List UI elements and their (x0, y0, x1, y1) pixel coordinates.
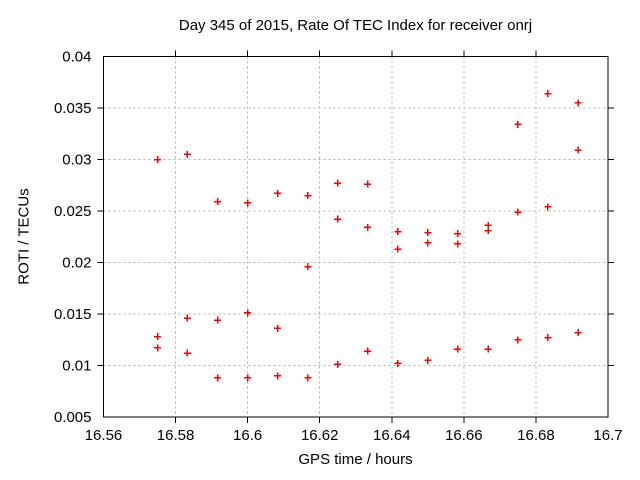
data-point-marker (544, 90, 552, 98)
y-tick-label: 0.025 (54, 203, 92, 220)
data-point-marker (394, 359, 402, 367)
data-point-marker (544, 334, 552, 342)
data-point-marker (154, 333, 162, 341)
data-point-marker (574, 329, 582, 337)
data-point-marker (274, 189, 282, 197)
y-tick-label: 0.03 (62, 152, 91, 169)
data-point-marker (274, 372, 282, 380)
y-tick-label: 0.04 (62, 49, 91, 66)
data-point-marker (484, 227, 492, 235)
data-point-marker (214, 198, 222, 206)
data-point-marker (424, 229, 432, 237)
data-point-marker (244, 374, 252, 382)
data-point-marker (183, 150, 191, 158)
data-point-marker (304, 192, 312, 200)
data-point-marker (274, 324, 282, 332)
y-tick-label: 0.02 (62, 255, 91, 272)
data-point-marker (424, 356, 432, 364)
data-point-marker (183, 349, 191, 357)
x-tick-label: 16.62 (301, 427, 339, 444)
data-point-marker (214, 316, 222, 324)
data-point-marker (364, 347, 372, 355)
y-tick-label: 0.015 (54, 306, 92, 323)
plot-border (103, 56, 609, 418)
data-point-marker (304, 374, 312, 382)
data-point-marker (484, 345, 492, 353)
y-tick-label: 0.005 (54, 409, 92, 426)
data-point-marker (154, 344, 162, 352)
x-tick-label: 16.7 (593, 427, 622, 444)
data-point-marker (364, 180, 372, 188)
data-point-marker (334, 215, 342, 223)
data-point-marker (244, 199, 252, 207)
data-point-marker (514, 208, 522, 216)
data-point-marker (574, 146, 582, 154)
data-point-marker (214, 374, 222, 382)
y-tick-label: 0.035 (54, 100, 92, 117)
data-point-marker (454, 345, 462, 353)
data-point-marker (334, 360, 342, 368)
data-point-marker (424, 239, 432, 247)
x-tick-label: 16.68 (517, 427, 555, 444)
x-tick-label: 16.56 (85, 427, 123, 444)
data-point-marker (454, 230, 462, 238)
data-point-marker (364, 223, 372, 231)
data-point-marker (454, 240, 462, 248)
data-point-marker (334, 179, 342, 187)
data-point-marker (574, 99, 582, 107)
data-point-marker (244, 309, 252, 317)
x-tick-label: 16.6 (233, 427, 262, 444)
x-tick-label: 16.66 (445, 427, 483, 444)
data-point-marker (544, 203, 552, 211)
data-point-marker (183, 314, 191, 322)
chart-title: Day 345 of 2015, Rate Of TEC Index for r… (178, 17, 533, 34)
x-axis-label: GPS time / hours (298, 451, 413, 468)
data-point-marker (514, 120, 522, 128)
data-point-marker (394, 245, 402, 253)
x-tick-label: 16.64 (373, 427, 411, 444)
data-point-marker (304, 263, 312, 271)
data-point-marker (514, 336, 522, 344)
data-point-marker (394, 228, 402, 236)
x-tick-label: 16.58 (157, 427, 195, 444)
y-tick-label: 0.01 (62, 358, 91, 375)
data-point-marker (154, 156, 162, 163)
